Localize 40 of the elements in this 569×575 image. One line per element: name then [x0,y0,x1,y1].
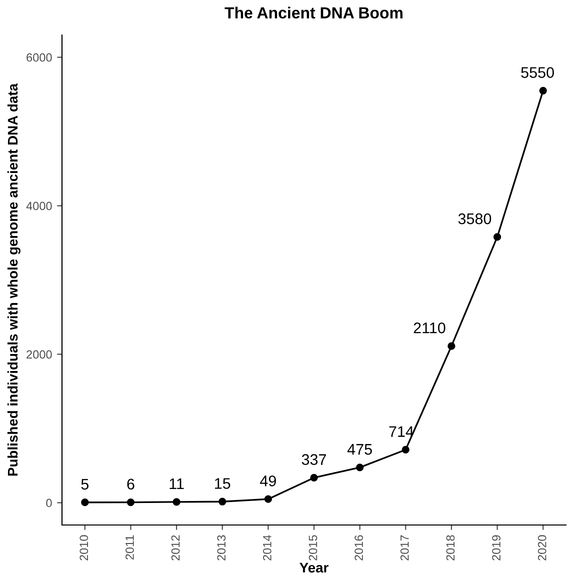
chart-title: The Ancient DNA Boom [224,6,402,18]
point [402,446,410,454]
point [539,86,547,94]
x-tick-label: 2011 [126,535,134,560]
point [448,342,456,350]
point [218,498,226,506]
point [126,498,135,506]
point [81,498,89,506]
point [172,498,180,506]
point [356,464,364,472]
x-tick-label: 2014 [262,535,272,560]
data-label: 3580 [458,213,492,224]
data-label: 2110 [414,322,446,334]
x-tick-label: 2015 [308,535,318,560]
x-tick-label: 2016 [354,535,363,560]
data-label: 6 [127,478,134,490]
y-tick-label: 2000 [26,350,52,359]
data-label: 15 [215,478,230,489]
point [310,474,318,482]
data-label: 475 [347,444,372,455]
data-label: 714 [389,426,414,437]
y-tick-label: 6000 [26,53,52,62]
y-axis-title: Published individuals with whole genome ancient DNA data [7,83,20,476]
data-label: 5550 [521,67,554,78]
data-label: 337 [302,454,326,465]
y-tick-label: 4000 [26,202,52,210]
x-tick-label: 2017 [400,535,409,560]
y-tick-label: 0 [46,498,52,508]
x-tick-label: 2012 [171,535,180,560]
x-tick-label: 2018 [446,535,455,560]
data-label: 11 [170,478,184,490]
x-tick-label: 2020 [538,535,546,560]
x-tick-label: 2019 [492,535,500,560]
x-tick-label: 2013 [217,535,226,560]
point [493,233,502,241]
x-tick-label: 2010 [80,535,88,560]
data-label: 49 [260,476,276,486]
data-label: 5 [81,478,89,490]
point [264,495,272,503]
x-axis-title: Year [300,562,328,573]
